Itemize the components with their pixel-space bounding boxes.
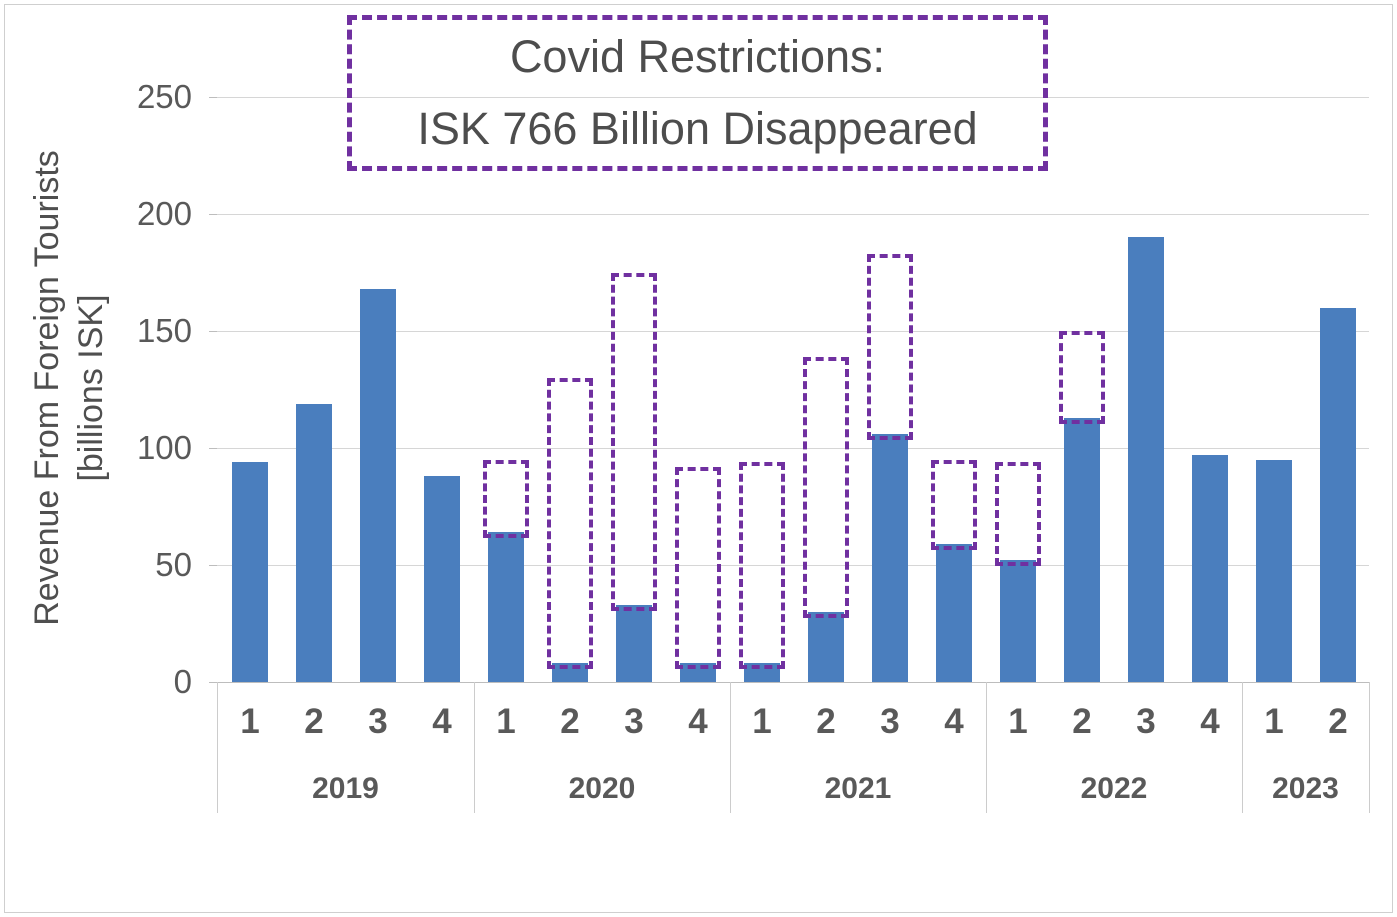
y-tick-mark bbox=[209, 331, 217, 332]
expected-bar-outline bbox=[547, 377, 593, 670]
expected-bar-outline bbox=[803, 356, 849, 618]
y-axis-title: Revenue From Foreign Tourists [billions … bbox=[25, 78, 115, 698]
quarter-label: 3 bbox=[880, 702, 900, 741]
y-tick-label: 0 bbox=[173, 663, 192, 700]
quarter-label: 4 bbox=[432, 702, 452, 741]
bar bbox=[1064, 417, 1100, 682]
bar bbox=[232, 462, 268, 682]
year-label: 2023 bbox=[1272, 772, 1339, 805]
quarter-label: 2 bbox=[1072, 702, 1092, 741]
bar bbox=[616, 604, 652, 682]
expected-bar-outline bbox=[483, 459, 529, 539]
gridline bbox=[217, 214, 1369, 215]
year-separator bbox=[217, 682, 218, 813]
expected-bar-outline bbox=[611, 272, 657, 611]
year-separator bbox=[730, 682, 731, 813]
year-separator bbox=[986, 682, 987, 813]
bar bbox=[488, 532, 524, 682]
y-tick-mark bbox=[209, 214, 217, 215]
y-tick-label: 200 bbox=[136, 195, 192, 232]
bar bbox=[808, 611, 844, 682]
gridline bbox=[217, 97, 1369, 98]
quarter-label: 3 bbox=[1136, 702, 1156, 741]
year-label: 2021 bbox=[824, 772, 892, 805]
quarter-label: 4 bbox=[688, 702, 708, 741]
quarter-label: 2 bbox=[560, 702, 580, 741]
y-axis-title-line1: Revenue From Foreign Tourists bbox=[28, 150, 66, 626]
year-separator bbox=[474, 682, 475, 813]
expected-bar-outline bbox=[1059, 331, 1105, 424]
bar bbox=[296, 403, 332, 682]
chart-title-box: Covid Restrictions: ISK 766 Billion Disa… bbox=[347, 15, 1048, 171]
bar bbox=[1192, 455, 1228, 682]
year-label: 2020 bbox=[568, 772, 636, 805]
year-label: 2022 bbox=[1080, 772, 1148, 805]
quarter-label: 1 bbox=[1264, 702, 1284, 741]
bar bbox=[1000, 560, 1036, 682]
y-tick-label: 250 bbox=[136, 78, 192, 115]
quarter-label: 1 bbox=[240, 702, 260, 741]
y-tick-label: 100 bbox=[136, 429, 192, 466]
quarter-label: 4 bbox=[944, 702, 964, 741]
y-tick-mark bbox=[209, 448, 217, 449]
expected-bar-outline bbox=[739, 462, 785, 670]
gridline bbox=[217, 448, 1369, 449]
year-separator bbox=[1242, 682, 1243, 813]
x-axis-line bbox=[217, 682, 1369, 683]
year-separator bbox=[1369, 682, 1370, 813]
bar bbox=[936, 543, 972, 682]
bar bbox=[872, 433, 908, 682]
bar bbox=[424, 476, 460, 682]
bar bbox=[1320, 307, 1356, 682]
year-label: 2019 bbox=[312, 772, 379, 805]
quarter-label: 2 bbox=[304, 702, 324, 741]
y-tick-label: 150 bbox=[136, 312, 192, 349]
quarter-label: 2 bbox=[816, 702, 836, 741]
quarter-label: 1 bbox=[496, 702, 516, 741]
expected-bar-outline bbox=[867, 253, 913, 440]
expected-bar-outline bbox=[995, 462, 1041, 567]
y-tick-mark bbox=[209, 97, 217, 98]
y-axis-title-line2: [billions ISK] bbox=[72, 294, 110, 482]
quarter-label: 3 bbox=[368, 702, 388, 741]
bar bbox=[1256, 459, 1292, 682]
gridline bbox=[217, 565, 1369, 566]
expected-bar-outline bbox=[675, 466, 721, 670]
quarter-label: 3 bbox=[624, 702, 644, 741]
expected-bar-outline bbox=[931, 459, 977, 550]
bar bbox=[1128, 237, 1164, 682]
quarter-label: 1 bbox=[1008, 702, 1028, 741]
y-tick-label: 50 bbox=[155, 546, 192, 583]
chart-border bbox=[4, 4, 1393, 913]
gridline bbox=[217, 331, 1369, 332]
quarter-label: 2 bbox=[1328, 702, 1348, 741]
chart-title-line1: Covid Restrictions: bbox=[509, 31, 886, 82]
bar bbox=[360, 288, 396, 682]
y-tick-mark bbox=[209, 682, 217, 683]
y-tick-mark bbox=[209, 565, 217, 566]
quarter-label: 4 bbox=[1200, 702, 1220, 741]
chart-title-line2: ISK 766 Billion Disappeared bbox=[417, 103, 978, 154]
quarter-label: 1 bbox=[752, 702, 772, 741]
